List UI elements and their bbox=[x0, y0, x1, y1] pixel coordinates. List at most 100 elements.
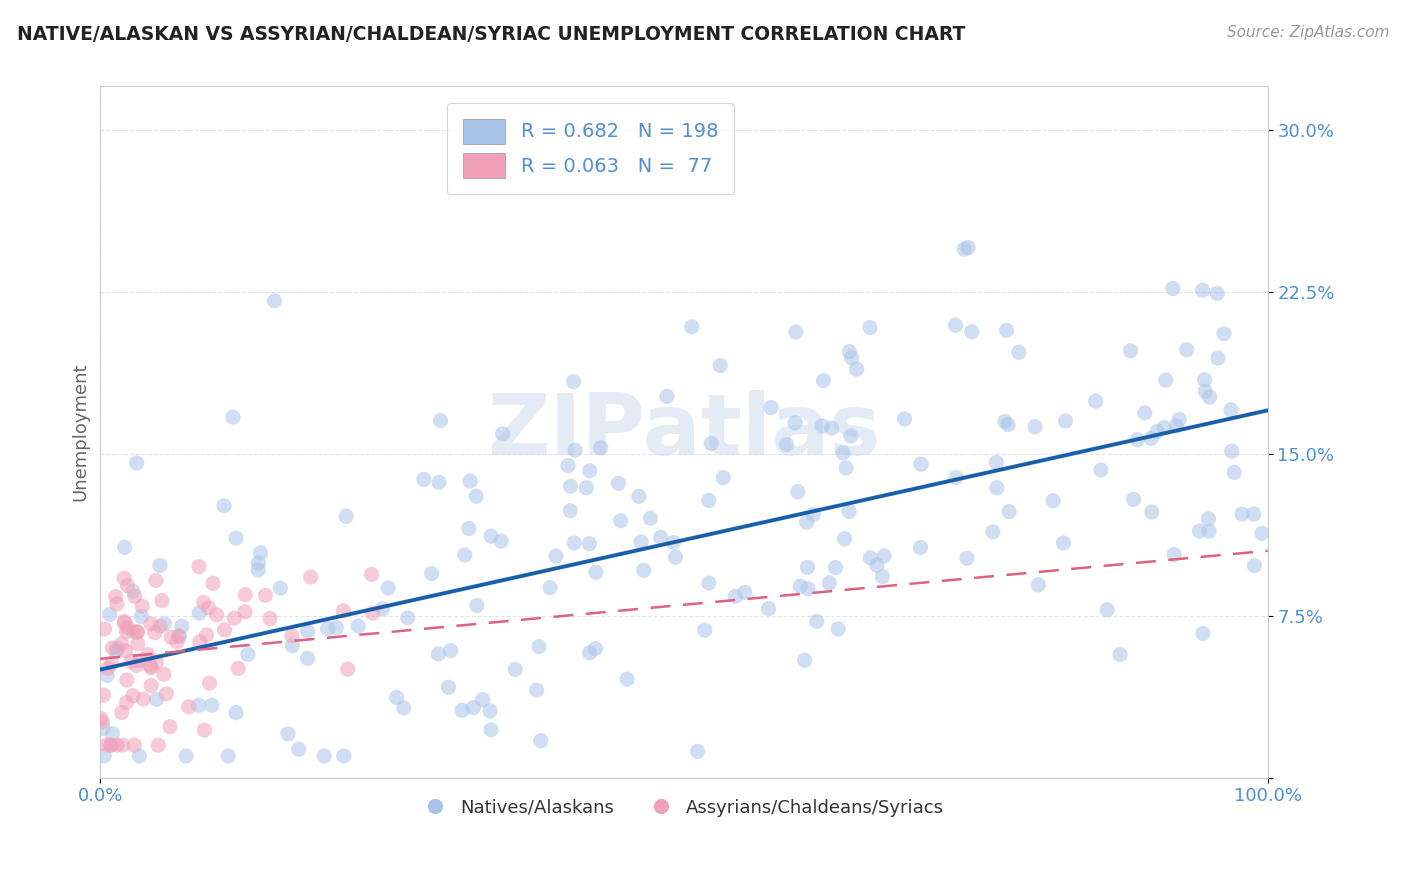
Point bbox=[429, 414, 451, 428]
Point bbox=[789, 579, 811, 593]
Point bbox=[1194, 384, 1216, 399]
Point bbox=[98, 607, 121, 622]
Point bbox=[287, 742, 309, 756]
Point bbox=[420, 566, 443, 581]
Point bbox=[114, 541, 136, 555]
Point bbox=[247, 563, 270, 577]
Point bbox=[479, 529, 502, 543]
Point bbox=[775, 437, 797, 451]
Point bbox=[630, 535, 652, 549]
Point bbox=[212, 499, 235, 513]
Point bbox=[167, 629, 190, 643]
Point bbox=[1122, 492, 1144, 507]
Point bbox=[709, 359, 731, 373]
Point bbox=[117, 578, 139, 592]
Point bbox=[145, 692, 167, 706]
Point bbox=[1243, 558, 1265, 573]
Point bbox=[124, 589, 146, 603]
Point bbox=[131, 609, 153, 624]
Point bbox=[796, 516, 818, 530]
Point bbox=[910, 541, 932, 555]
Point bbox=[360, 567, 382, 582]
Point bbox=[491, 534, 513, 549]
Point bbox=[1168, 412, 1191, 426]
Point bbox=[1220, 444, 1243, 458]
Point bbox=[96, 738, 118, 752]
Text: NATIVE/ALASKAN VS ASSYRIAN/CHALDEAN/SYRIAC UNEMPLOYMENT CORRELATION CHART: NATIVE/ALASKAN VS ASSYRIAN/CHALDEAN/SYRI… bbox=[17, 25, 966, 44]
Point bbox=[396, 611, 419, 625]
Point bbox=[299, 570, 322, 584]
Point bbox=[335, 509, 357, 524]
Point bbox=[995, 323, 1018, 337]
Point bbox=[236, 648, 259, 662]
Point bbox=[1024, 419, 1046, 434]
Point bbox=[981, 524, 1004, 539]
Point bbox=[457, 522, 479, 536]
Point bbox=[1126, 433, 1149, 447]
Point bbox=[759, 401, 782, 415]
Point bbox=[100, 656, 122, 670]
Point bbox=[153, 616, 176, 631]
Point bbox=[562, 536, 585, 550]
Point bbox=[160, 630, 183, 644]
Point bbox=[132, 692, 155, 706]
Point bbox=[697, 576, 720, 591]
Point bbox=[1206, 286, 1229, 301]
Point bbox=[225, 531, 247, 545]
Point bbox=[1220, 402, 1243, 417]
Point bbox=[332, 604, 354, 618]
Point bbox=[1154, 373, 1177, 387]
Point bbox=[170, 619, 193, 633]
Point bbox=[188, 606, 211, 620]
Point bbox=[427, 647, 450, 661]
Point bbox=[458, 474, 481, 488]
Point bbox=[129, 654, 152, 668]
Point bbox=[93, 748, 115, 763]
Point bbox=[139, 679, 162, 693]
Point bbox=[527, 640, 550, 654]
Point bbox=[503, 662, 526, 676]
Point bbox=[564, 443, 586, 458]
Point bbox=[281, 629, 304, 643]
Point bbox=[697, 493, 720, 508]
Point bbox=[193, 595, 215, 609]
Point bbox=[1192, 626, 1215, 640]
Point bbox=[1194, 373, 1216, 387]
Point bbox=[589, 441, 612, 455]
Point bbox=[131, 599, 153, 613]
Point bbox=[139, 659, 162, 673]
Point bbox=[838, 504, 860, 518]
Point bbox=[225, 706, 247, 720]
Point bbox=[560, 479, 582, 493]
Point bbox=[465, 599, 488, 613]
Point bbox=[127, 625, 149, 640]
Point bbox=[361, 606, 384, 620]
Point bbox=[217, 748, 239, 763]
Point bbox=[115, 673, 138, 687]
Point bbox=[544, 549, 567, 563]
Point bbox=[254, 588, 277, 602]
Point bbox=[818, 576, 841, 591]
Point bbox=[263, 293, 285, 308]
Point bbox=[583, 641, 606, 656]
Point bbox=[821, 421, 844, 435]
Point bbox=[796, 560, 818, 574]
Point bbox=[1119, 343, 1142, 358]
Point bbox=[392, 701, 415, 715]
Point bbox=[479, 704, 502, 718]
Point bbox=[259, 611, 281, 625]
Point bbox=[693, 623, 716, 637]
Point bbox=[832, 446, 855, 460]
Point bbox=[957, 241, 980, 255]
Point bbox=[986, 455, 1008, 469]
Point bbox=[471, 692, 494, 706]
Point bbox=[1140, 505, 1163, 519]
Point bbox=[801, 508, 824, 522]
Point bbox=[686, 744, 709, 758]
Point bbox=[1109, 648, 1132, 662]
Point bbox=[187, 698, 209, 713]
Point bbox=[145, 574, 167, 588]
Point bbox=[112, 571, 135, 585]
Point bbox=[122, 624, 145, 639]
Point bbox=[609, 514, 631, 528]
